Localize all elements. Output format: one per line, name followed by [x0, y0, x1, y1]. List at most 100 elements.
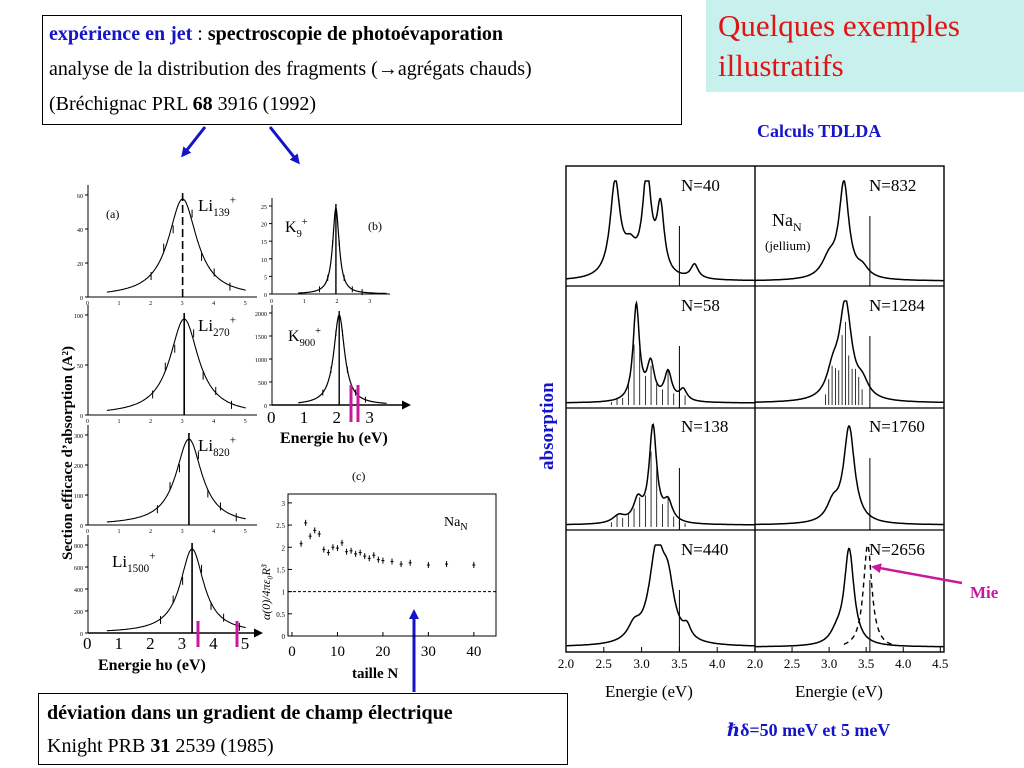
fit-curve-a-2 — [106, 438, 246, 523]
tdlda-xtick-label: 2.5 — [784, 656, 800, 671]
deviation-box: déviation dans un gradient de champ élec… — [38, 693, 568, 765]
experiment-box: expérience en jet : spectroscopie de pho… — [42, 15, 682, 125]
ytick-label-a: 100 — [74, 494, 83, 500]
xtick-label-b: 0 — [270, 299, 273, 305]
spectrum-right-2 — [755, 425, 944, 526]
fit-curve-b-1 — [298, 314, 387, 404]
ytick-label-b: 15 — [261, 240, 267, 246]
tdlda-label-right-2: N=1760 — [869, 417, 925, 436]
ytick-label-b: 500 — [258, 381, 267, 387]
tdlda-xlabel-left: Energie (eV) — [605, 682, 693, 701]
panel-c-frame — [287, 493, 497, 637]
reference-prefix: (Bréchignac PRL — [49, 93, 193, 115]
ytick-label-b: 10 — [261, 258, 267, 264]
xtick-b-main: 1 — [300, 408, 309, 427]
hbar-note: ℏδ=50 meV et 5 meV — [727, 720, 890, 740]
xtick-label-a: 0 — [86, 529, 89, 535]
knight-ref-suffix: 2539 (1985) — [170, 735, 274, 757]
ytick-label-a: 0 — [80, 632, 83, 638]
panel-c-tag: (c) — [352, 469, 365, 483]
ytick-label-a: 0 — [80, 296, 83, 302]
spectrum-right-0 — [755, 180, 944, 282]
slide-title: Quelques exemples illustratifs — [718, 6, 960, 86]
xtick-label-a: 1 — [118, 529, 121, 535]
tdlda-label-left-1: N=58 — [681, 296, 720, 315]
ytick-label-b: 1500 — [255, 335, 267, 341]
panel-b-xlabel: Energie hυ (eV) — [280, 430, 388, 447]
mie-dashed-curve — [843, 543, 896, 647]
ytick-label-c: 1.5 — [276, 566, 285, 574]
xtick-b-main: 0 — [267, 408, 276, 427]
ytick-label-a: 300 — [74, 434, 83, 440]
mie-label: Mie — [970, 583, 999, 602]
ytick-label-a: 800 — [74, 544, 83, 550]
xtick-label-c: 0 — [288, 644, 296, 660]
xtick-label-c: 30 — [421, 644, 436, 660]
ytick-label-c: 2 — [282, 544, 286, 552]
colon: : — [192, 23, 208, 45]
ytick-label-a: 0 — [80, 524, 83, 530]
arrow-to-panel-b — [268, 126, 300, 165]
xtick-label-a: 0 — [86, 419, 89, 425]
tdlda-xtick-label: 2.5 — [596, 656, 612, 671]
reference-suffix: 3916 (1992) — [212, 93, 316, 115]
xtick-label-a: 4 — [212, 301, 215, 307]
slide-title-line1: Quelques exemples — [718, 8, 960, 43]
panel-a-ylabel: Section efficace d’absorption (A²) — [60, 346, 76, 560]
xtick-label-a: 0 — [86, 301, 89, 307]
spectrum-left-2 — [566, 423, 755, 526]
xtick-a-main: 3 — [178, 634, 187, 653]
tdlda-xtick-label: 4.0 — [895, 656, 911, 671]
xtick-b-main: 3 — [365, 408, 374, 427]
xtick-label-a: 1 — [118, 301, 121, 307]
analysis-text: analyse de la distribution des fragments… — [49, 58, 378, 80]
xtick-label-a: 5 — [244, 419, 247, 425]
na-jellium-label: NaN — [772, 210, 802, 234]
panel-c-xlabel: taille N — [352, 666, 398, 682]
tdlda-label-left-2: N=138 — [681, 417, 728, 436]
tdlda-xtick-label: 2.0 — [747, 656, 763, 671]
species-label-a-3: Li1500+ — [112, 550, 155, 575]
spectrum-left-0 — [565, 180, 755, 282]
tdlda-xtick-label: 3.0 — [821, 656, 837, 671]
xtick-a-main: 4 — [209, 634, 218, 653]
knight-ref-volume: 31 — [150, 735, 171, 757]
species-label-b-1: K900+ — [288, 326, 321, 349]
experiment-title: spectroscopie de photoévaporation — [207, 23, 504, 45]
xtick-b-main: 2 — [333, 408, 342, 427]
tdlda-xtick-label: 4.0 — [709, 656, 725, 671]
xtick-label-a: 2 — [149, 529, 152, 535]
tdlda-ylabel: absorption — [537, 382, 558, 470]
panel-c: (c) α(0)/4πε₀R³ taille N NaN 3 2.5 2 1.5 1 0.… — [259, 469, 497, 682]
ytick-label-c: 2.5 — [276, 522, 285, 530]
xtick-label-a: 5 — [244, 301, 247, 307]
ytick-label-b: 20 — [261, 223, 267, 229]
xtick-label-a: 4 — [212, 419, 215, 425]
ytick-label-a: 600 — [74, 566, 83, 572]
species-label-a-2: Li820+ — [198, 434, 236, 459]
fit-curve-a-0 — [106, 198, 246, 293]
xtick-a-main: 2 — [146, 634, 155, 653]
tdlda-figure: Calculs TDLDA absorption 2.0 2.5 3.0 3.5 4.0… — [537, 121, 999, 740]
tdlda-xtick-label: 3.0 — [633, 656, 649, 671]
panel-b-tag: (b) — [368, 219, 382, 233]
tdlda-label-right-3: N=2656 — [869, 540, 925, 559]
xtick-label-c: 40 — [466, 644, 481, 660]
fit-curve-a-1 — [106, 318, 246, 411]
spectrum-right-1 — [755, 300, 944, 404]
xtick-label-b: 2 — [336, 299, 339, 305]
knight-ref-prefix: Knight PRB — [47, 735, 151, 757]
species-label-b-0: K9+ — [285, 217, 308, 240]
spectrum-left-3 — [566, 544, 755, 647]
tdlda-xtick-label: 4.5 — [932, 656, 948, 671]
fit-curve-b-0 — [298, 206, 387, 295]
panel-a-xlabel: Energie hυ (eV) — [98, 657, 206, 674]
ytick-label-b: 25 — [261, 205, 267, 211]
slide-title-line2: illustratifs — [718, 48, 844, 83]
ytick-label-b: 0 — [264, 404, 267, 410]
xtick-label-a: 3 — [181, 301, 184, 307]
tdlda-label-right-0: N=832 — [869, 176, 916, 195]
ytick-label-c: 1 — [282, 589, 286, 597]
xtick-label-b: 1 — [303, 299, 306, 305]
